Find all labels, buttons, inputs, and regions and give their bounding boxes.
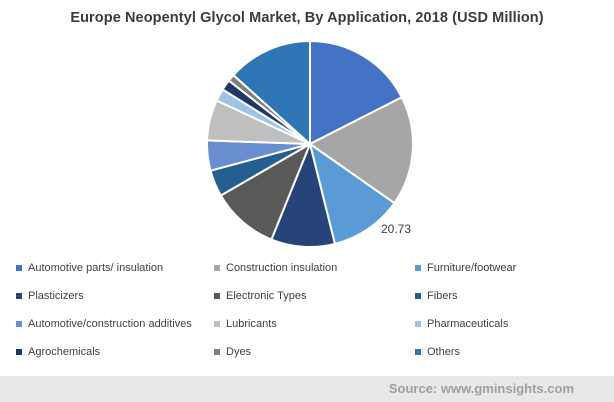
legend-swatch-icon xyxy=(214,349,220,355)
legend-label: Fibers xyxy=(427,290,458,302)
legend-label: Furniture/footwear xyxy=(427,262,517,274)
chart-title: Europe Neopentyl Glycol Market, By Appli… xyxy=(70,10,544,26)
legend-label: Construction insulation xyxy=(226,262,338,274)
legend-swatch-icon xyxy=(415,321,421,327)
legend-item: Fibers xyxy=(415,290,605,302)
legend-item: Furniture/footwear xyxy=(415,262,605,274)
source-attribution: Source: www.gminsights.com xyxy=(388,381,574,396)
pie-slice xyxy=(309,96,414,205)
legend-label: Automotive parts/ insulation xyxy=(28,262,164,274)
legend-label: Electronic Types xyxy=(226,290,307,302)
legend-label: Dyes xyxy=(226,346,252,358)
legend-swatch-icon xyxy=(415,293,421,299)
legend-swatch-icon xyxy=(16,321,22,327)
legend-item: Electronic Types xyxy=(214,290,410,302)
legend-label: Pharmaceuticals xyxy=(427,318,509,330)
legend-label: Others xyxy=(427,346,461,358)
legend-item: Others xyxy=(415,346,605,358)
pie-slice xyxy=(219,143,311,241)
legend-label: Agrochemicals xyxy=(28,346,101,358)
legend-swatch-icon xyxy=(415,349,421,355)
legend-item: Construction insulation xyxy=(214,262,410,274)
legend-column-1: Automotive parts/ insulation Plasticizer… xyxy=(16,262,212,374)
legend-swatch-icon xyxy=(16,265,22,271)
legend-swatch-icon xyxy=(214,293,220,299)
legend-swatch-icon xyxy=(16,293,22,299)
pie-slice xyxy=(309,143,396,245)
legend-swatch-icon xyxy=(415,265,421,271)
source-bar: Source: www.gminsights.com xyxy=(0,376,614,402)
pie-slice xyxy=(309,40,403,145)
legend-column-2: Construction insulation Electronic Types… xyxy=(214,262,410,374)
legend-label: Lubricants xyxy=(226,318,277,330)
legend-item: Automotive/construction additives xyxy=(16,318,212,330)
legend-item: Dyes xyxy=(214,346,410,358)
legend-swatch-icon xyxy=(214,265,220,271)
pie-chart xyxy=(206,40,414,248)
legend-item: Agrochemicals xyxy=(16,346,212,358)
pie-data-label: 20.73 xyxy=(381,222,412,236)
legend-label: Automotive/construction additives xyxy=(28,318,192,330)
legend-label: Plasticizers xyxy=(28,290,84,302)
legend-item: Automotive parts/ insulation xyxy=(16,262,212,274)
legend-item: Lubricants xyxy=(214,318,410,330)
legend-swatch-icon xyxy=(214,321,220,327)
pie-slice xyxy=(232,40,311,145)
legend-swatch-icon xyxy=(16,349,22,355)
legend-column-3: Furniture/footwear Fibers Pharmaceutical… xyxy=(415,262,605,374)
legend-item: Plasticizers xyxy=(16,290,212,302)
legend-item: Pharmaceuticals xyxy=(415,318,605,330)
